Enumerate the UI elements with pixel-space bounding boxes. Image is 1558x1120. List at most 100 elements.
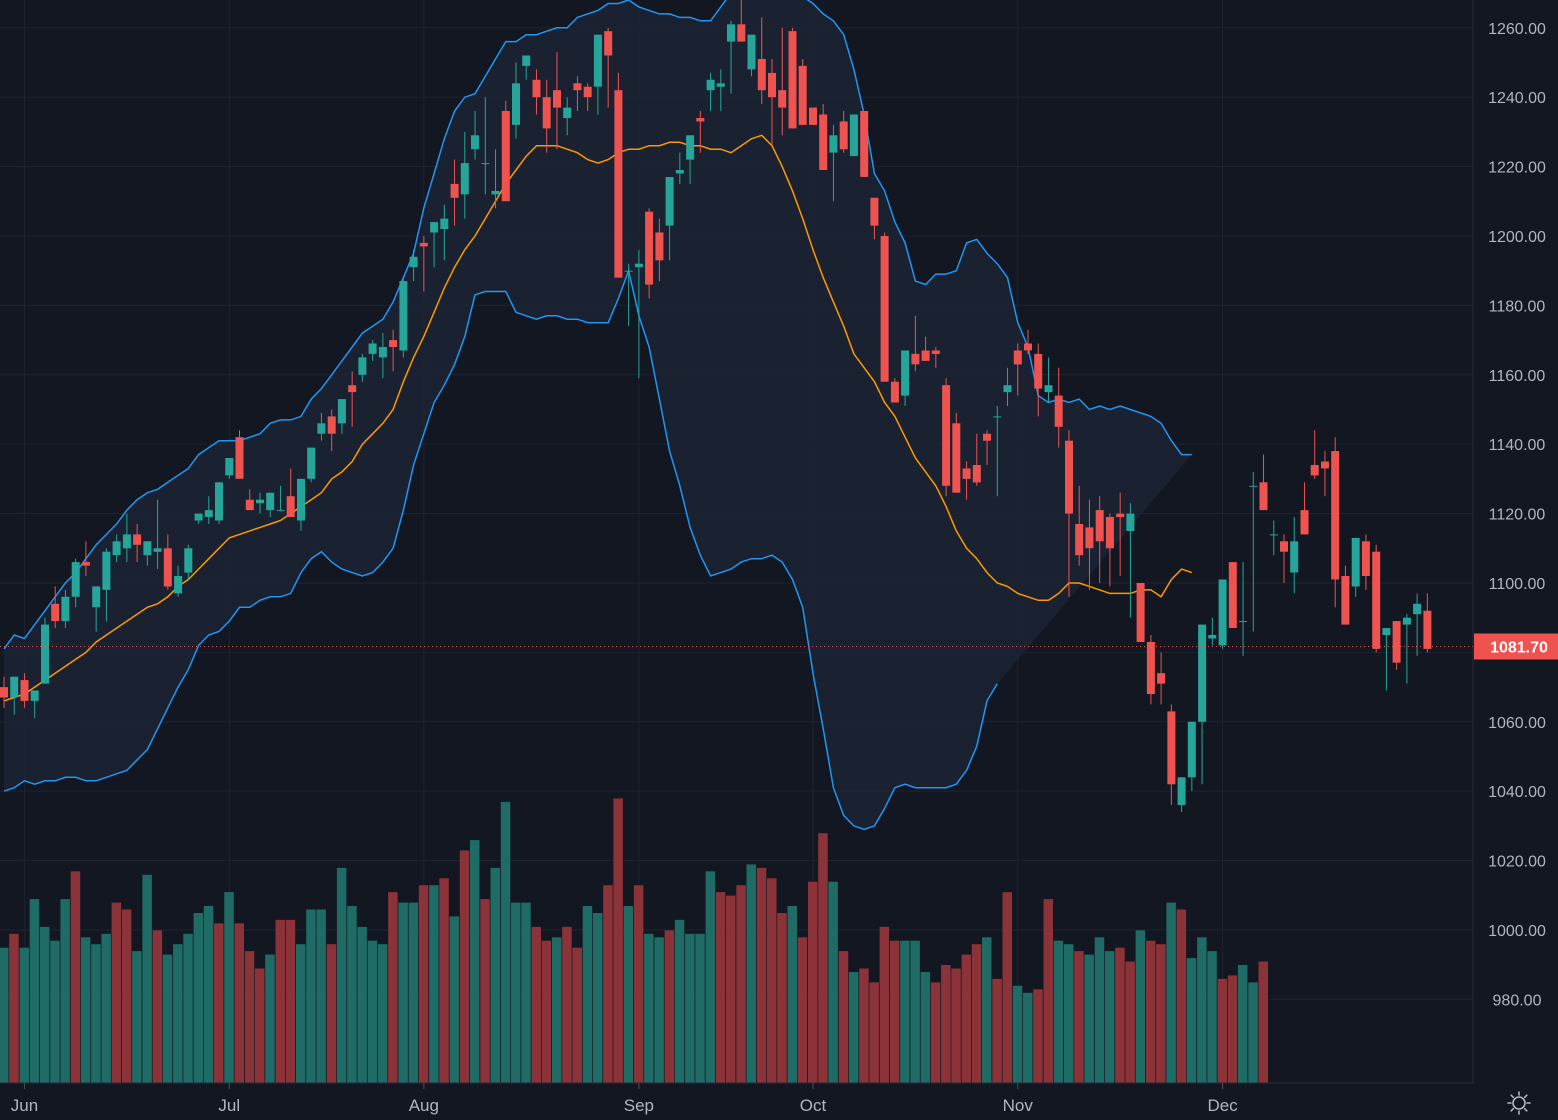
candle[interactable] [174,565,183,597]
candle[interactable] [645,208,654,299]
candle[interactable] [788,27,797,129]
candle[interactable] [1146,635,1155,705]
candle[interactable] [522,55,531,80]
candle[interactable] [1259,454,1268,511]
settings-icon[interactable] [1507,1091,1531,1115]
candle[interactable] [1361,534,1370,590]
candle[interactable] [450,159,459,226]
candle[interactable] [798,59,807,125]
candle[interactable] [809,107,817,125]
candle[interactable] [849,114,858,157]
candle[interactable] [1290,517,1299,594]
candle[interactable] [727,20,735,94]
candle[interactable] [399,277,408,358]
candle[interactable] [931,347,940,368]
candle[interactable] [880,232,889,382]
candle[interactable] [348,371,357,427]
candle[interactable] [839,111,848,153]
candle[interactable] [1105,513,1114,587]
price-axis-panel[interactable] [1473,0,1558,1083]
candle[interactable] [512,62,520,139]
candle[interactable] [563,97,572,136]
candle[interactable] [542,79,551,153]
candle[interactable] [389,329,398,372]
candle[interactable] [1280,534,1288,583]
candle[interactable] [1351,537,1360,597]
candle[interactable] [358,353,367,382]
candle[interactable] [1300,482,1309,535]
candle[interactable] [747,34,756,77]
time-axis-panel[interactable] [0,1083,1473,1120]
candle[interactable] [194,513,203,524]
candle[interactable] [1413,593,1422,656]
candle[interactable] [532,69,541,115]
candlesticks[interactable] [0,0,1432,812]
candle[interactable] [481,97,490,195]
candle[interactable] [81,541,90,576]
candle[interactable] [706,72,715,111]
candle[interactable] [92,586,101,632]
candle[interactable] [604,27,613,108]
candle[interactable] [1218,579,1227,649]
candle[interactable] [1249,471,1258,632]
candle[interactable] [256,492,264,514]
candle[interactable] [297,478,305,531]
candle[interactable] [870,197,879,240]
candle[interactable] [471,111,479,160]
candle[interactable] [276,485,285,512]
candle[interactable] [716,69,725,111]
candle[interactable] [1341,565,1350,625]
candle[interactable] [1136,583,1145,642]
candle[interactable] [1013,343,1022,396]
candle[interactable] [30,690,39,719]
candle[interactable] [235,430,244,479]
candle[interactable] [593,34,602,115]
candle[interactable] [440,204,449,261]
candle[interactable] [1382,628,1391,691]
candle[interactable] [122,513,131,563]
candle[interactable] [133,524,142,563]
candle[interactable] [501,100,510,202]
candle[interactable] [337,399,346,434]
candle[interactable] [1054,367,1063,448]
candle[interactable] [1116,492,1125,576]
candle[interactable] [675,152,684,184]
candle[interactable] [143,541,152,566]
candle[interactable] [1075,485,1084,566]
candle[interactable] [1198,624,1207,785]
candle[interactable] [819,104,828,170]
candle[interactable] [1372,544,1381,653]
candle[interactable] [1228,562,1237,629]
candle[interactable] [655,218,664,282]
candle[interactable] [1187,721,1196,792]
candle[interactable] [952,412,961,493]
candle[interactable] [1095,496,1104,583]
candle[interactable] [686,135,695,184]
candle[interactable] [266,492,275,517]
candle[interactable] [696,111,705,153]
candle[interactable] [71,558,80,608]
candle[interactable] [1126,503,1135,618]
candle[interactable] [41,617,49,684]
candle[interactable] [225,458,234,479]
candle[interactable] [1167,704,1176,805]
candle[interactable] [378,333,387,379]
candle[interactable] [553,52,561,150]
candle[interactable] [1239,562,1247,656]
candle[interactable] [1034,343,1043,417]
candle[interactable] [153,499,162,570]
candle[interactable] [962,461,971,500]
candle[interactable] [327,409,336,452]
candle[interactable] [972,433,981,486]
candle[interactable] [1269,520,1278,556]
candle[interactable] [614,72,623,278]
candle[interactable] [61,589,70,629]
candle[interactable] [419,236,428,292]
candle[interactable] [1402,614,1411,684]
candle[interactable] [1331,437,1340,608]
candle[interactable] [10,676,19,715]
candle[interactable] [112,534,121,563]
candle[interactable] [1392,621,1401,670]
candle[interactable] [1157,652,1166,705]
candle[interactable] [737,0,746,42]
